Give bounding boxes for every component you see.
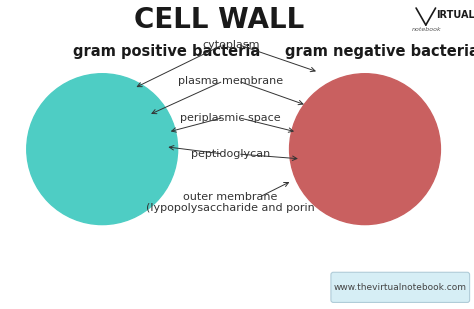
- Text: periplasmic space: periplasmic space: [181, 112, 281, 122]
- Circle shape: [302, 86, 428, 212]
- Text: plasma membrane: plasma membrane: [178, 76, 283, 86]
- Text: notebook: notebook: [411, 27, 441, 32]
- Circle shape: [36, 83, 168, 215]
- Text: peptidoglycan: peptidoglycan: [191, 149, 270, 159]
- Circle shape: [308, 92, 422, 206]
- FancyBboxPatch shape: [331, 272, 470, 303]
- Text: www.thevirtualnotebook.com: www.thevirtualnotebook.com: [334, 283, 466, 292]
- Circle shape: [45, 92, 160, 207]
- Text: gram positive bacteria: gram positive bacteria: [73, 44, 260, 59]
- Circle shape: [314, 98, 416, 200]
- Circle shape: [56, 103, 148, 195]
- Circle shape: [328, 113, 401, 186]
- Text: CELL WALL: CELL WALL: [134, 6, 304, 34]
- Text: outer membrane
(lypopolysaccharide and porin: outer membrane (lypopolysaccharide and p…: [146, 192, 315, 214]
- Circle shape: [27, 74, 178, 225]
- Circle shape: [296, 80, 434, 218]
- Text: cytoplasm: cytoplasm: [202, 40, 259, 49]
- Text: gram negative bacteria: gram negative bacteria: [285, 44, 474, 59]
- Circle shape: [290, 74, 440, 225]
- Circle shape: [320, 104, 410, 194]
- Text: IRTUAL: IRTUAL: [437, 11, 474, 20]
